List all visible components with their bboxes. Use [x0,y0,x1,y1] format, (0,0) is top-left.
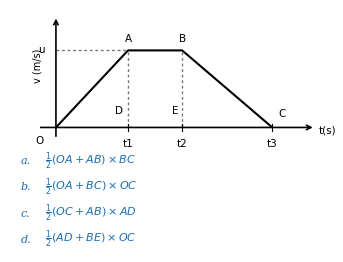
Text: t2: t2 [177,139,188,149]
Text: t1: t1 [123,139,133,149]
Text: O: O [36,136,44,146]
Text: t3: t3 [267,139,278,149]
Text: v (m/s): v (m/s) [32,49,42,83]
Text: b.: b. [21,182,31,192]
Text: E: E [172,106,179,116]
Text: C: C [279,108,286,119]
Text: $\frac{1}{2}(OA + AB) \times BC$: $\frac{1}{2}(OA + AB) \times BC$ [45,150,136,172]
Text: $\frac{1}{2}(OA + BC) \times OC$: $\frac{1}{2}(OA + BC) \times OC$ [45,177,137,198]
Text: D: D [115,106,123,116]
Text: A: A [125,34,132,44]
Text: d.: d. [21,235,31,245]
Text: c.: c. [21,209,30,219]
Text: $\frac{1}{2}(OC + AB) \times AD$: $\frac{1}{2}(OC + AB) \times AD$ [45,203,136,224]
Text: t(s): t(s) [319,125,337,135]
Text: $\frac{1}{2}(AD + BE) \times OC$: $\frac{1}{2}(AD + BE) \times OC$ [45,229,136,250]
Text: B: B [179,34,186,44]
Text: a.: a. [21,156,31,166]
Text: u: u [38,45,45,55]
